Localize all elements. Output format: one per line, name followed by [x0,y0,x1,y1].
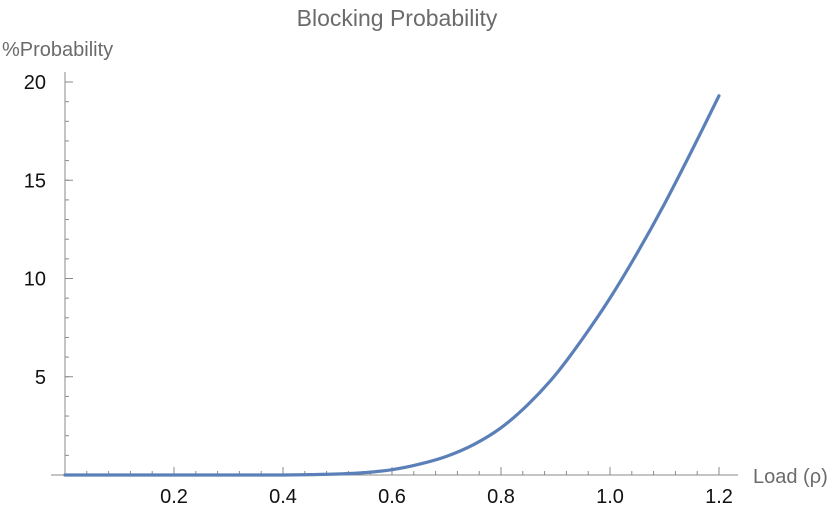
y-tick-label: 5 [35,367,46,389]
x-tick-label: 0.6 [378,486,406,508]
x-tick-label: 1.2 [705,486,733,508]
y-tick-label: 10 [24,269,46,291]
x-tick-label: 0.4 [269,486,297,508]
y-tick-label: 20 [24,72,46,94]
x-tick-label: 0.8 [487,486,515,508]
chart-title: Blocking Probability [297,5,498,31]
y-tick-label: 15 [24,170,46,192]
y-ticks: 5 10 15 20 [24,72,73,389]
x-tick-label: 0.2 [160,486,188,508]
y-axis-label: %Probability [2,39,113,61]
series-line-blocking-probability [63,94,721,477]
x-axis-label: Load (ρ) [753,466,828,488]
x-ticks: 0.2 0.4 0.6 0.8 1.0 1.2 [160,467,733,508]
x-tick-label: 1.0 [596,486,624,508]
